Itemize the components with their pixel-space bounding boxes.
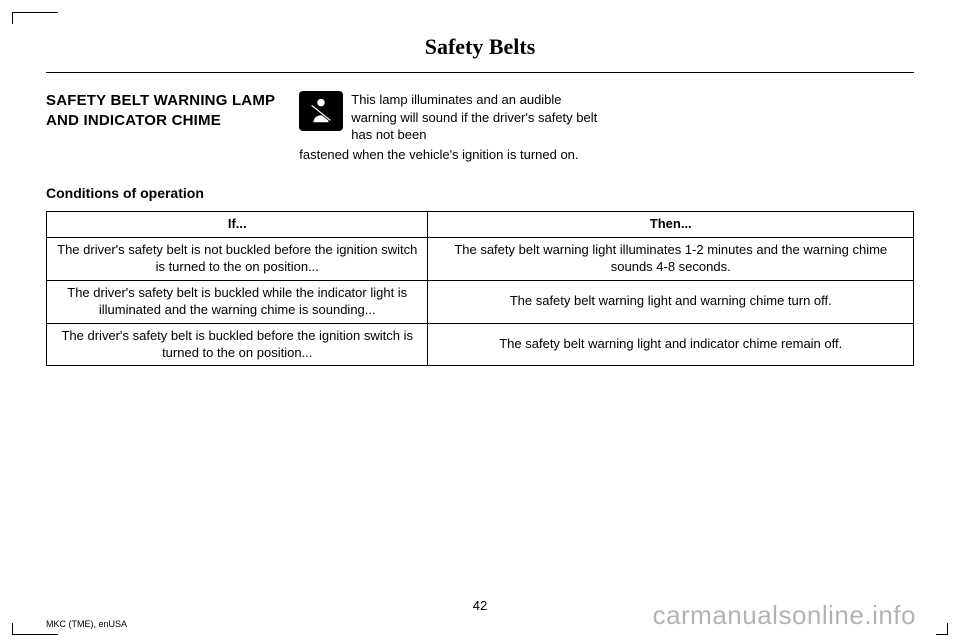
- table-row: The driver's safety belt is not buckled …: [47, 238, 914, 281]
- table-cell-then: The safety belt warning light and indica…: [428, 323, 914, 366]
- page-header: Safety Belts: [46, 34, 914, 68]
- table-header-then: Then...: [428, 212, 914, 238]
- conditions-subheading: Conditions of operation: [46, 185, 914, 201]
- table-cell-if: The driver's safety belt is not buckled …: [47, 238, 428, 281]
- header-rule: [46, 72, 914, 73]
- table-cell-then: The safety belt warning light illuminate…: [428, 238, 914, 281]
- table-row: The driver's safety belt is buckled whil…: [47, 280, 914, 323]
- table-cell-if: The driver's safety belt is buckled whil…: [47, 280, 428, 323]
- table-header-row: If... Then...: [47, 212, 914, 238]
- description-text-rest: fastened when the vehicle's ignition is …: [299, 146, 599, 164]
- page: Safety Belts SAFETY BELT WARNING LAMP AN…: [0, 0, 960, 643]
- page-title: Safety Belts: [46, 34, 914, 60]
- section-title-line2: AND INDICATOR CHIME: [46, 112, 221, 129]
- section-top-row: SAFETY BELT WARNING LAMP AND INDICATOR C…: [46, 91, 914, 163]
- table-cell-then: The safety belt warning light and warnin…: [428, 280, 914, 323]
- section-title: SAFETY BELT WARNING LAMP AND INDICATOR C…: [46, 91, 275, 163]
- watermark: carmanualsonline.info: [653, 600, 916, 631]
- table-row: The driver's safety belt is buckled befo…: [47, 323, 914, 366]
- doc-code: MKC (TME), enUSA: [46, 619, 127, 629]
- crop-mark-br: [936, 623, 948, 635]
- table-header-if: If...: [47, 212, 428, 238]
- seatbelt-icon: [299, 91, 343, 131]
- crop-mark-tl: [12, 12, 58, 24]
- description-text-wrap: This lamp illuminates and an audible war…: [351, 91, 599, 144]
- table-cell-if: The driver's safety belt is buckled befo…: [47, 323, 428, 366]
- section-title-line1: SAFETY BELT WARNING LAMP: [46, 92, 275, 109]
- conditions-table: If... Then... The driver's safety belt i…: [46, 211, 914, 366]
- description-block: This lamp illuminates and an audible war…: [299, 91, 599, 163]
- description-top: This lamp illuminates and an audible war…: [299, 91, 599, 144]
